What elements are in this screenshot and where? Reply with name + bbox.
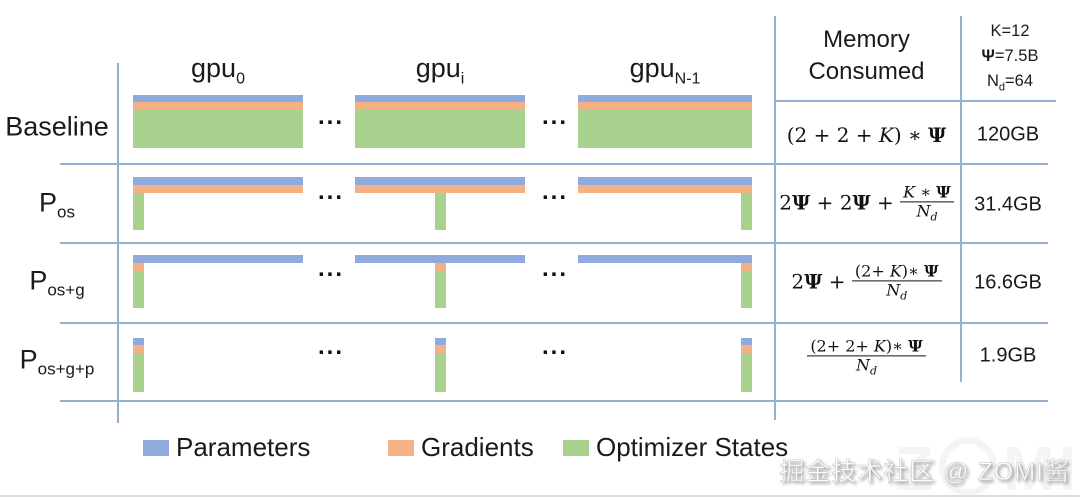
constants-header: K=12 Ψ=7.5B Nd=64 [962,19,1058,95]
divider-values-column [960,16,962,382]
fraction: K ∗ Ψ Nd [900,183,954,224]
gpu0-label: gpu0 [191,53,245,88]
bottom-edge-line [0,495,1080,497]
baseline-gpui-parameters-bar [355,95,525,102]
baseline-gpu0-parameters-bar [133,95,303,102]
pos-gpun1-optimizer-shard [741,193,752,230]
posg-gpu0-parameters-bar [133,255,303,263]
posg-gpun1-gradients-shard [741,263,752,271]
baseline-gpu0-gradients-bar [133,102,303,110]
memory-header-line1: Memory [823,26,910,53]
memory-header-line2: Consumed [808,58,925,86]
posgp-gpui-optimizer-shard [435,353,446,392]
memory-value-pos-g-p: 1.9GB [979,344,1037,367]
baseline-gpu0-optimizer-bar [133,110,303,148]
divider-memory-column [774,16,776,420]
pos-gpu0-optimizer-shard [133,193,144,230]
legend-item-parameters: Parameters [143,432,310,463]
parameters-swatch [143,439,169,456]
row-separator-1 [60,163,1048,165]
posg-gpui-gradients-shard [435,263,446,271]
posg-gpun1-parameters-bar [578,255,752,263]
pos-gpui-optimizer-shard [435,193,446,230]
posg-gpun1-optimizer-shard [741,271,752,308]
gpun1-label: gpuN-1 [629,53,701,88]
memory-formula-baseline: (2 + 2 + K) ∗ Ψ [786,123,947,147]
pos-gpui-parameters-bar [355,177,525,185]
posgp-ellipsis-1: ... [318,333,345,360]
legend-label-optimizer-states: Optimizer States [596,432,789,462]
posg-gpui-optimizer-shard [435,271,446,308]
constant-k: K=12 [990,22,1030,40]
pos-ellipsis-2: ... [542,178,569,205]
posgp-ellipsis-2: ... [542,333,569,360]
posgp-gpu0-parameters-shard [133,338,144,345]
legend-item-gradients: Gradients [388,432,534,463]
memory-value-baseline: 120GB [976,123,1040,146]
fraction: (2+ K)∗ Ψ Nd [851,262,942,303]
gradients-swatch [388,439,414,456]
constant-nd: Nd=64 [986,71,1034,93]
watermark-text: 掘金技术社区 @ ZOMI酱 [779,458,1070,487]
memory-value-pos-g: 16.6GB [974,271,1042,294]
pos-gpu0-parameters-bar [133,177,303,185]
baseline-gpun1-optimizer-bar [578,110,752,148]
posgp-gpun1-parameters-shard [741,338,752,345]
legend-item-optimizer-states: Optimizer States [563,432,788,463]
pos-gpun1-parameters-bar [578,177,752,185]
posg-ellipsis-2: ... [542,255,569,282]
table-bottom-line [60,400,1048,402]
header-underline [774,100,1056,102]
baseline-gpun1-parameters-bar [578,95,752,102]
row-separator-3 [60,322,1048,324]
pos-gpun1-gradients-bar [578,185,752,193]
memory-formula-pos: 2Ψ + 2Ψ + K ∗ Ψ Nd [775,183,958,224]
row-label-pos-g-p: Pos+g+p [19,344,95,379]
optimizer-states-swatch [563,439,589,456]
posg-gpui-parameters-bar [355,255,525,263]
row-label-baseline: Baseline [5,111,109,142]
baseline-gpun1-gradients-bar [578,102,752,110]
baseline-gpui-gradients-bar [355,102,525,110]
row-label-pos-g: Pos+g [29,265,85,300]
posg-gpu0-optimizer-shard [133,271,144,308]
posg-ellipsis-1: ... [318,255,345,282]
legend-label-gradients: Gradients [421,432,534,462]
row-separator-2 [60,242,1048,244]
pos-gpu0-gradients-bar [133,185,303,193]
memory-formula-pos-g-p: (2+ 2+ K)∗ Ψ Nd [775,337,958,378]
pos-ellipsis-1: ... [318,178,345,205]
baseline-ellipsis-2: ... [542,103,569,130]
memory-value-pos: 31.4GB [974,193,1042,216]
posgp-gpun1-gradients-shard [741,345,752,353]
legend-label-parameters: Parameters [176,432,311,462]
gpui-label: gpui [415,53,465,88]
baseline-gpui-optimizer-bar [355,110,525,148]
constant-psi: Ψ=7.5B [981,46,1039,65]
ghost-watermark: Z〇MI [895,435,1080,500]
pos-gpui-gradients-bar [355,185,525,193]
posgp-gpun1-optimizer-shard [741,353,752,392]
posgp-gpu0-optimizer-shard [133,353,144,392]
memory-formula-pos-g: 2Ψ + (2+ K)∗ Ψ Nd [775,262,958,303]
posgp-gpu0-gradients-shard [133,345,144,353]
row-label-pos: Pos [39,187,75,222]
baseline-ellipsis-1: ... [318,103,345,130]
posg-gpu0-gradients-shard [133,263,144,271]
memory-consumed-header: Memory Consumed [775,24,958,89]
posgp-gpui-parameters-shard [435,338,446,345]
fraction: (2+ 2+ K)∗ Ψ Nd [807,337,926,378]
posgp-gpui-gradients-shard [435,345,446,353]
